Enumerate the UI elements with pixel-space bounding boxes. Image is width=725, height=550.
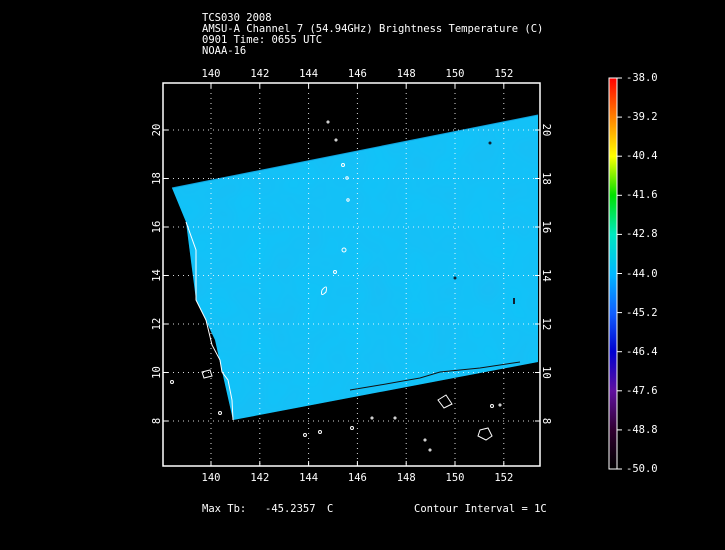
- latitude-labels-left: 8 10 12 14 16 18 20: [151, 124, 163, 424]
- coastline-contours: [170, 120, 521, 452]
- colorbar-label: -42.8: [626, 228, 658, 241]
- lat-label-left-12: 12: [151, 318, 163, 331]
- lon-label-bottom-148: 148: [397, 472, 416, 484]
- lat-label-right-8: 8: [540, 418, 552, 424]
- lat-label-right-12: 12: [540, 318, 552, 331]
- colorbar-label: -39.2: [626, 111, 658, 124]
- lon-label-top-142: 142: [250, 68, 269, 80]
- lon-label-top-148: 148: [397, 68, 416, 80]
- lon-label-top-152: 152: [494, 68, 513, 80]
- colorbar-label: -40.4: [626, 150, 658, 163]
- lat-label-left-14: 14: [151, 269, 163, 282]
- lat-label-left-20: 20: [151, 124, 163, 137]
- cold-spots: [453, 141, 515, 304]
- contour-interval: Contour Interval = 1C: [414, 503, 547, 515]
- satellite-swath: [171, 114, 539, 420]
- storm-id: TCS030 2008: [202, 12, 272, 24]
- colorbar-label: -46.4: [626, 345, 658, 358]
- lat-label-right-14: 14: [540, 269, 552, 282]
- colorbar-label: -45.2: [626, 306, 658, 319]
- colorbar-label: -50.0: [626, 463, 658, 475]
- lon-label-bottom-140: 140: [202, 472, 221, 484]
- lon-label-top-150: 150: [446, 68, 465, 80]
- max-tb-value: -45.2357: [265, 503, 316, 515]
- lat-label-left-18: 18: [151, 172, 163, 185]
- lat-label-left-8: 8: [151, 418, 163, 424]
- lon-label-bottom-144: 144: [299, 472, 318, 484]
- max-tb-unit: C: [327, 503, 334, 515]
- max-tb-label: Max Tb:: [202, 503, 247, 515]
- lon-label-top-144: 144: [299, 68, 318, 80]
- lon-label-bottom-150: 150: [446, 472, 465, 484]
- colorbar-label: -38.0: [626, 72, 658, 84]
- product-title: AMSU-A Channel 7 (54.94GHz) Brightness T…: [202, 23, 544, 35]
- lon-label-top-140: 140: [202, 68, 221, 80]
- satellite-name: NOAA-16: [202, 45, 247, 57]
- colorbar-ticks: [617, 77, 622, 470]
- latitude-labels-right: 8 10 12 14 16 18 20: [540, 124, 552, 424]
- lat-label-right-20: 20: [540, 124, 552, 137]
- colorbar: [608, 77, 618, 470]
- longitude-labels-top: 140 142 144 146 148 150 152: [202, 68, 514, 80]
- lat-label-right-18: 18: [540, 172, 552, 185]
- lon-label-top-146: 146: [348, 68, 367, 80]
- colorbar-label: -41.6: [626, 189, 658, 202]
- lat-label-left-16: 16: [151, 221, 163, 234]
- lon-label-bottom-152: 152: [494, 472, 513, 484]
- lat-label-left-10: 10: [151, 366, 163, 379]
- colorbar-label: -44.0: [626, 267, 658, 280]
- colorbar-label: -48.8: [626, 423, 658, 436]
- date-time: 0901 Time: 0655 UTC: [202, 34, 323, 46]
- longitude-labels-bottom: 140 142 144 146 148 150 152: [202, 472, 514, 484]
- lat-label-right-10: 10: [540, 366, 552, 379]
- lon-label-bottom-142: 142: [250, 472, 269, 484]
- map-frame: [162, 82, 541, 467]
- graticule: [163, 83, 540, 466]
- lat-label-right-16: 16: [540, 221, 552, 234]
- lon-label-bottom-146: 146: [348, 472, 367, 484]
- colorbar-label: -47.6: [626, 384, 658, 397]
